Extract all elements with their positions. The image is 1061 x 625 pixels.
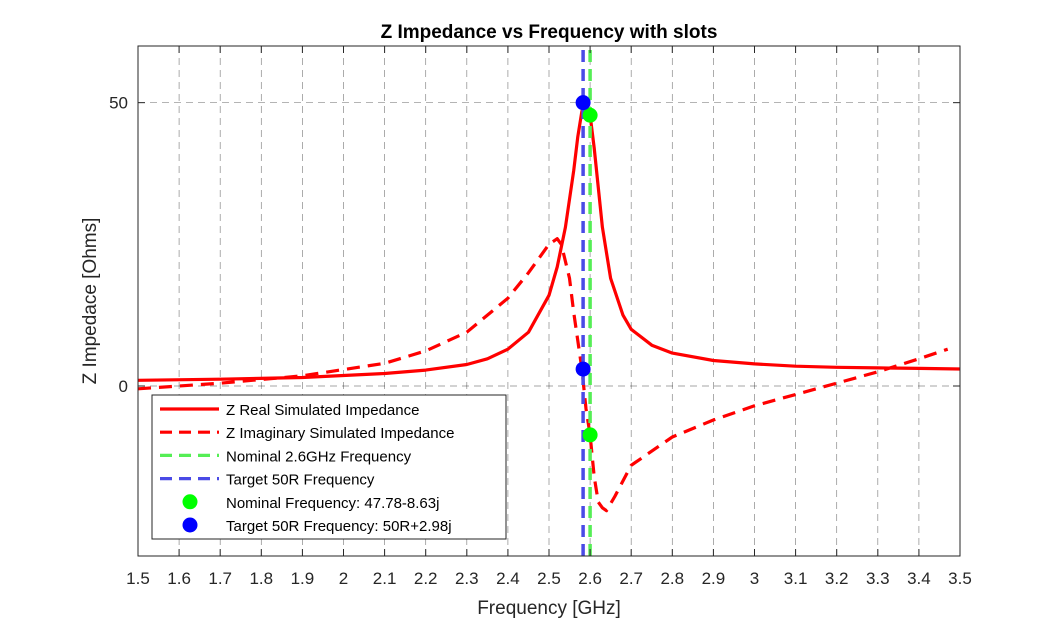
x-tick-label: 2.8 bbox=[660, 569, 684, 588]
legend-label: Nominal Frequency: 47.78-8.63j bbox=[226, 495, 439, 512]
x-tick-label: 1.6 bbox=[167, 569, 191, 588]
x-tick-label: 1.5 bbox=[126, 569, 150, 588]
x-tick-label: 2 bbox=[339, 569, 348, 588]
series-layer bbox=[137, 46, 961, 556]
legend-label: Nominal 2.6GHz Frequency bbox=[226, 448, 412, 465]
legend-marker bbox=[182, 517, 198, 533]
legend-label: Z Imaginary Simulated Impedance bbox=[226, 425, 454, 442]
x-tick-label: 3.4 bbox=[907, 569, 931, 588]
x-tick-label: 3.5 bbox=[948, 569, 972, 588]
legend-label: Z Real Simulated Impedance bbox=[226, 402, 419, 419]
series-line-imaginary bbox=[137, 237, 949, 513]
x-tick-label: 2.7 bbox=[619, 569, 643, 588]
x-tick-label: 3 bbox=[750, 569, 759, 588]
x-tick-label: 2.5 bbox=[537, 569, 561, 588]
legend-label: Target 50R Frequency bbox=[226, 472, 375, 489]
legend-label: Target 50R Frequency: 50R+2.98j bbox=[226, 518, 452, 535]
data-point-marker bbox=[582, 427, 598, 443]
y-axis-label: Z Impedace [Ohms] bbox=[80, 218, 101, 385]
x-tick-label: 3.1 bbox=[784, 569, 808, 588]
y-tick-label: 50 bbox=[109, 94, 128, 113]
y-tick-label: 0 bbox=[119, 377, 128, 396]
x-tick-label: 3.3 bbox=[866, 569, 890, 588]
x-axis-label: Frequency [GHz] bbox=[477, 598, 621, 619]
x-tick-label: 2.6 bbox=[578, 569, 602, 588]
x-tick-label: 2.3 bbox=[455, 569, 479, 588]
x-tick-label: 1.7 bbox=[208, 569, 232, 588]
x-tick-label: 1.8 bbox=[249, 569, 273, 588]
data-point-marker bbox=[582, 107, 598, 123]
legend-box bbox=[151, 394, 507, 540]
x-tick-label: 2.9 bbox=[702, 569, 726, 588]
x-tick-label: 1.9 bbox=[291, 569, 315, 588]
x-tick-label: 2.2 bbox=[414, 569, 438, 588]
data-point-marker bbox=[575, 95, 591, 111]
legend-marker bbox=[182, 494, 198, 510]
legend: Z Real Simulated Impedance Z Imaginary Si… bbox=[151, 394, 507, 540]
tick-labels: 1.5 1.6 1.7 1.8 1.9 2 2.1 2.2 2.3 2.4 2.5 2.6 2.7 2.8… bbox=[109, 46, 972, 588]
x-tick-label: 2.1 bbox=[373, 569, 397, 588]
x-tick-label: 3.2 bbox=[825, 569, 849, 588]
data-point-marker bbox=[575, 361, 591, 377]
x-tick-label: 2.4 bbox=[496, 569, 520, 588]
chart-title: Z Impedance vs Frequency with slots bbox=[381, 22, 718, 43]
